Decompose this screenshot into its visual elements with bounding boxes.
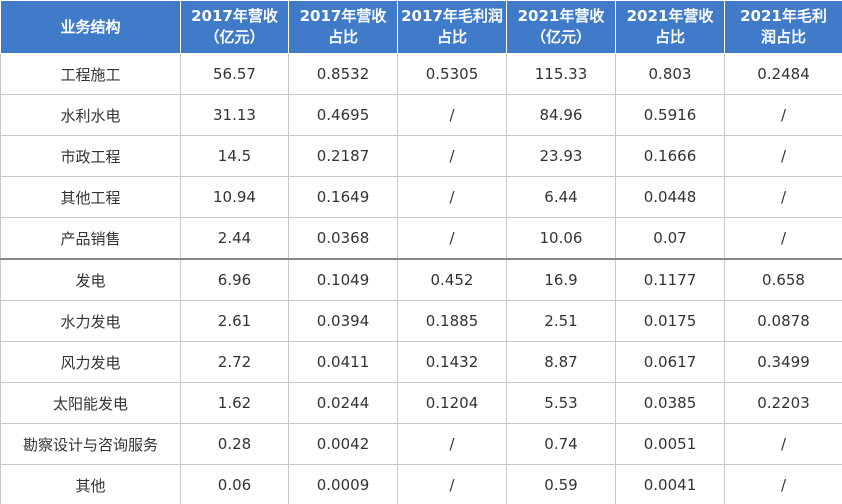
table-cell: 10.94	[180, 176, 289, 218]
table-cell: 产品销售	[0, 217, 181, 260]
table-cell: 56.57	[180, 53, 289, 95]
table-cell: 0.0411	[288, 341, 398, 383]
table-cell: 风力发电	[0, 341, 181, 383]
table-body: 工程施工 56.57 0.8532 0.5305 115.33 0.803 0.2484 水利…	[0, 53, 842, 504]
table-cell: 16.9	[506, 258, 616, 301]
table-row: 风力发电 2.72 0.0411 0.1432 8.87 0.0617 0.3499	[0, 341, 842, 383]
table-row: 太阳能发电 1.62 0.0244 0.1204 5.53 0.0385 0.2203	[0, 382, 842, 424]
table-cell: 0.0244	[288, 382, 398, 424]
table-cell: 0.1666	[615, 135, 725, 177]
table-cell: 0.2187	[288, 135, 398, 177]
table-cell: 2.72	[180, 341, 289, 383]
table-cell: 2.61	[180, 300, 289, 342]
table-cell: 0.0394	[288, 300, 398, 342]
table-cell: /	[724, 135, 842, 177]
table-cell: /	[724, 176, 842, 218]
table-cell: 10.06	[506, 217, 616, 260]
table-cell: 0.452	[397, 258, 507, 301]
header-cell: 2017年毛利润 占比	[397, 0, 507, 54]
table-cell: 1.62	[180, 382, 289, 424]
table-cell: /	[397, 94, 507, 136]
table-cell: /	[397, 135, 507, 177]
table-row: 勘察设计与咨询服务 0.28 0.0042/0.74 0.0051/	[0, 423, 842, 465]
table-cell: 0.803	[615, 53, 725, 95]
table-cell: /	[724, 94, 842, 136]
table-cell: 其他	[0, 464, 181, 504]
table-cell: 31.13	[180, 94, 289, 136]
table-cell: 0.59	[506, 464, 616, 504]
table-cell: 8.87	[506, 341, 616, 383]
table-cell: 0.0385	[615, 382, 725, 424]
table-cell: 6.44	[506, 176, 616, 218]
table-cell: 0.3499	[724, 341, 842, 383]
header-row: 业务结构 2017年营收 （亿元） 2017年营收 占比 2017年毛利润 占比 202…	[0, 0, 842, 54]
table-row: 其他工程 10.94 0.1649/6.44 0.0448/	[0, 176, 842, 218]
table-cell: 84.96	[506, 94, 616, 136]
table-cell: 0.2484	[724, 53, 842, 95]
table-cell: 0.658	[724, 258, 842, 301]
table-cell: 0.1649	[288, 176, 398, 218]
table-cell: 2.51	[506, 300, 616, 342]
table-cell: 0.4695	[288, 94, 398, 136]
table-cell: 0.5305	[397, 53, 507, 95]
table-cell: 0.5916	[615, 94, 725, 136]
table-cell: /	[397, 217, 507, 260]
table-cell: 0.1177	[615, 258, 725, 301]
table-cell: 发电	[0, 258, 181, 301]
table-cell: 115.33	[506, 53, 616, 95]
table-cell: 0.0448	[615, 176, 725, 218]
table-cell: 勘察设计与咨询服务	[0, 423, 181, 465]
table-row: 工程施工 56.57 0.8532 0.5305 115.33 0.803 0.2484	[0, 53, 842, 95]
table-cell: /	[397, 176, 507, 218]
table-cell: 太阳能发电	[0, 382, 181, 424]
table-cell: 0.0878	[724, 300, 842, 342]
table-cell: 工程施工	[0, 53, 181, 95]
table-cell: 0.74	[506, 423, 616, 465]
header-cell: 2021年营收 占比	[615, 0, 725, 54]
table-cell: 0.1885	[397, 300, 507, 342]
table-cell: 14.5	[180, 135, 289, 177]
table-cell: 0.28	[180, 423, 289, 465]
table-cell: /	[724, 464, 842, 504]
table-cell: 2.44	[180, 217, 289, 260]
header-cell: 2021年毛利 润占比	[724, 0, 842, 54]
table-cell: 0.0368	[288, 217, 398, 260]
header-cell: 2017年营收 （亿元）	[180, 0, 289, 54]
table-cell: 0.0041	[615, 464, 725, 504]
table-cell: 0.07	[615, 217, 725, 260]
table-cell: 0.0042	[288, 423, 398, 465]
table-cell: 0.0051	[615, 423, 725, 465]
table-cell: /	[397, 423, 507, 465]
table-cell: 市政工程	[0, 135, 181, 177]
table-cell: /	[724, 217, 842, 260]
table-row: 市政工程 14.5 0.2187/23.93 0.1666/	[0, 135, 842, 177]
table-cell: /	[397, 464, 507, 504]
table-row: 其他 0.06 0.0009/0.59 0.0041/	[0, 464, 842, 504]
table-cell: 0.0009	[288, 464, 398, 504]
table-cell: 23.93	[506, 135, 616, 177]
table-cell: 0.0617	[615, 341, 725, 383]
table-cell: 0.0175	[615, 300, 725, 342]
header-cell: 业务结构	[0, 0, 181, 54]
table-cell: 0.1432	[397, 341, 507, 383]
table-cell: 6.96	[180, 258, 289, 301]
table-cell: 0.06	[180, 464, 289, 504]
header-cell: 2017年营收 占比	[288, 0, 398, 54]
table-cell: 水力发电	[0, 300, 181, 342]
table-cell: 0.8532	[288, 53, 398, 95]
table-cell: 0.2203	[724, 382, 842, 424]
table-row: 发电 6.96 0.1049 0.452 16.9 0.1177 0.658	[0, 258, 842, 301]
table-row: 水力发电 2.61 0.0394 0.1885 2.51 0.0175 0.0878	[0, 300, 842, 342]
table-cell: /	[724, 423, 842, 465]
table-cell: 0.1049	[288, 258, 398, 301]
table-row: 水利水电 31.13 0.4695/84.96 0.5916/	[0, 94, 842, 136]
table-row: 产品销售 2.44 0.0368/10.06 0.07/	[0, 217, 842, 260]
table-cell: 水利水电	[0, 94, 181, 136]
table-cell: 0.1204	[397, 382, 507, 424]
header-cell: 2021年营收 （亿元）	[506, 0, 616, 54]
table-cell: 5.53	[506, 382, 616, 424]
table-cell: 其他工程	[0, 176, 181, 218]
